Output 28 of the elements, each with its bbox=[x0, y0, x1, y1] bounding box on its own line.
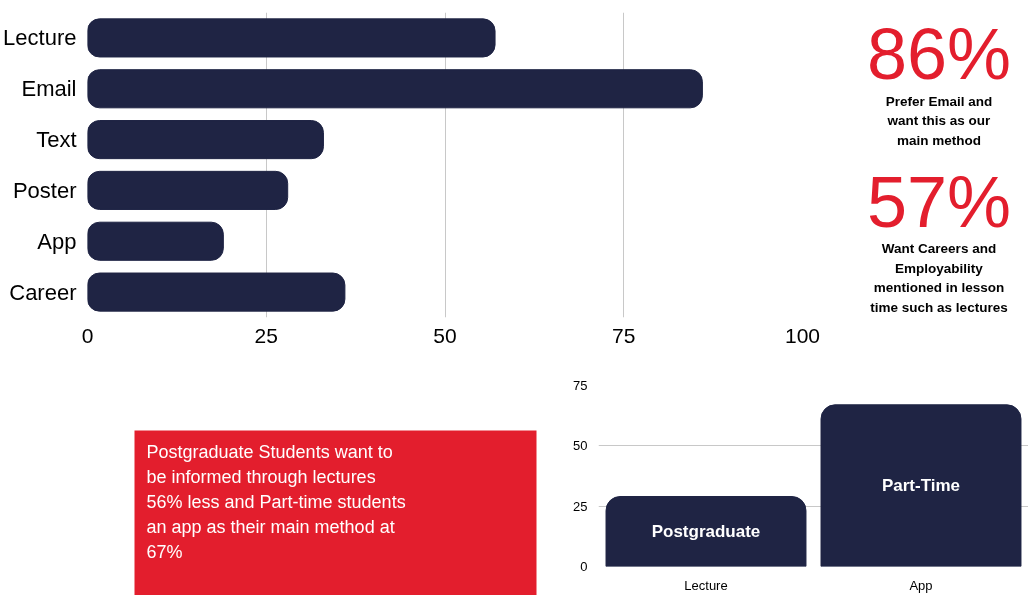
y-tick-label: 0 bbox=[580, 559, 588, 574]
bar bbox=[87, 120, 324, 160]
text: 57% bbox=[866, 161, 1012, 242]
bar bbox=[87, 272, 346, 312]
y-tick-label: Lecture bbox=[3, 25, 77, 51]
bar bbox=[87, 170, 289, 210]
bar bbox=[87, 221, 224, 261]
text: 86% bbox=[866, 14, 1012, 95]
x-tick-label: 25 bbox=[254, 323, 278, 347]
x-tick-label: 100 bbox=[784, 323, 821, 347]
text: Want Careers and Employability mentioned in lesson time such as lectures bbox=[870, 241, 1008, 315]
series-label: Part-Time bbox=[881, 476, 961, 496]
series-label: Postgraduate bbox=[651, 522, 761, 542]
bar bbox=[87, 18, 496, 58]
text: Prefer Email and want this as our main method bbox=[885, 93, 993, 148]
x-tick-label: 75 bbox=[612, 323, 636, 347]
y-tick-label: Poster bbox=[12, 177, 77, 203]
bar bbox=[87, 69, 703, 109]
y-tick-label: Career bbox=[9, 279, 77, 305]
y-tick-label: 75 bbox=[573, 378, 588, 393]
text: Postgraduate Students want to be informed through lectures 56% less and Part-time students an app as their main method at 67% bbox=[146, 441, 406, 562]
y-tick-label: 25 bbox=[573, 498, 588, 514]
y-tick-label: Text bbox=[36, 127, 77, 153]
x-tick-label: 50 bbox=[433, 323, 457, 347]
y-tick-label: App bbox=[37, 228, 77, 254]
y-tick-label: Email bbox=[21, 76, 77, 102]
y-tick-label: 50 bbox=[573, 438, 588, 454]
x-tick-label: 0 bbox=[81, 323, 94, 347]
